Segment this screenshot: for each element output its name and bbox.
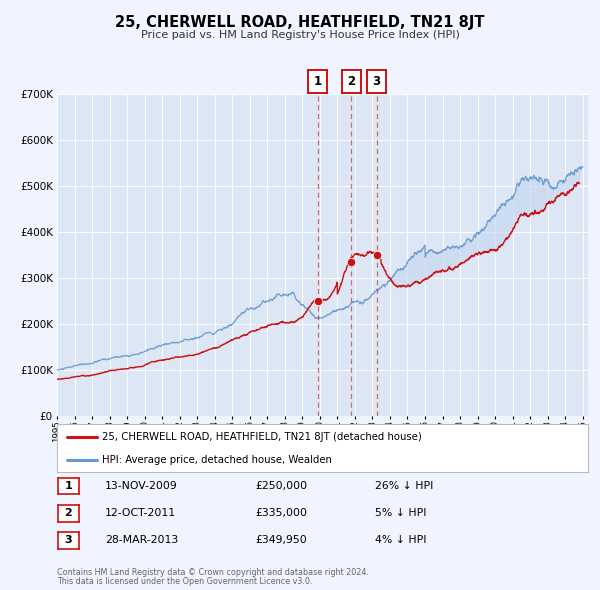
- Text: 3: 3: [373, 75, 381, 88]
- Text: Contains HM Land Registry data © Crown copyright and database right 2024.: Contains HM Land Registry data © Crown c…: [57, 568, 369, 577]
- Text: 2: 2: [347, 75, 355, 88]
- Text: 2: 2: [65, 509, 72, 518]
- Text: HPI: Average price, detached house, Wealden: HPI: Average price, detached house, Weal…: [102, 455, 332, 465]
- Text: 26% ↓ HPI: 26% ↓ HPI: [375, 481, 433, 491]
- Text: 25, CHERWELL ROAD, HEATHFIELD, TN21 8JT: 25, CHERWELL ROAD, HEATHFIELD, TN21 8JT: [115, 15, 485, 30]
- Text: 1: 1: [314, 75, 322, 88]
- Text: £250,000: £250,000: [255, 481, 307, 491]
- Text: 5% ↓ HPI: 5% ↓ HPI: [375, 509, 427, 518]
- Text: This data is licensed under the Open Government Licence v3.0.: This data is licensed under the Open Gov…: [57, 577, 313, 586]
- Text: 12-OCT-2011: 12-OCT-2011: [105, 509, 176, 518]
- Text: 3: 3: [65, 536, 72, 545]
- Text: 28-MAR-2013: 28-MAR-2013: [105, 536, 178, 545]
- Text: 25, CHERWELL ROAD, HEATHFIELD, TN21 8JT (detached house): 25, CHERWELL ROAD, HEATHFIELD, TN21 8JT …: [102, 432, 422, 442]
- Text: £335,000: £335,000: [255, 509, 307, 518]
- Text: 13-NOV-2009: 13-NOV-2009: [105, 481, 178, 491]
- Text: 1: 1: [65, 481, 72, 491]
- Text: Price paid vs. HM Land Registry's House Price Index (HPI): Price paid vs. HM Land Registry's House …: [140, 31, 460, 40]
- Text: £349,950: £349,950: [255, 536, 307, 545]
- Text: 4% ↓ HPI: 4% ↓ HPI: [375, 536, 427, 545]
